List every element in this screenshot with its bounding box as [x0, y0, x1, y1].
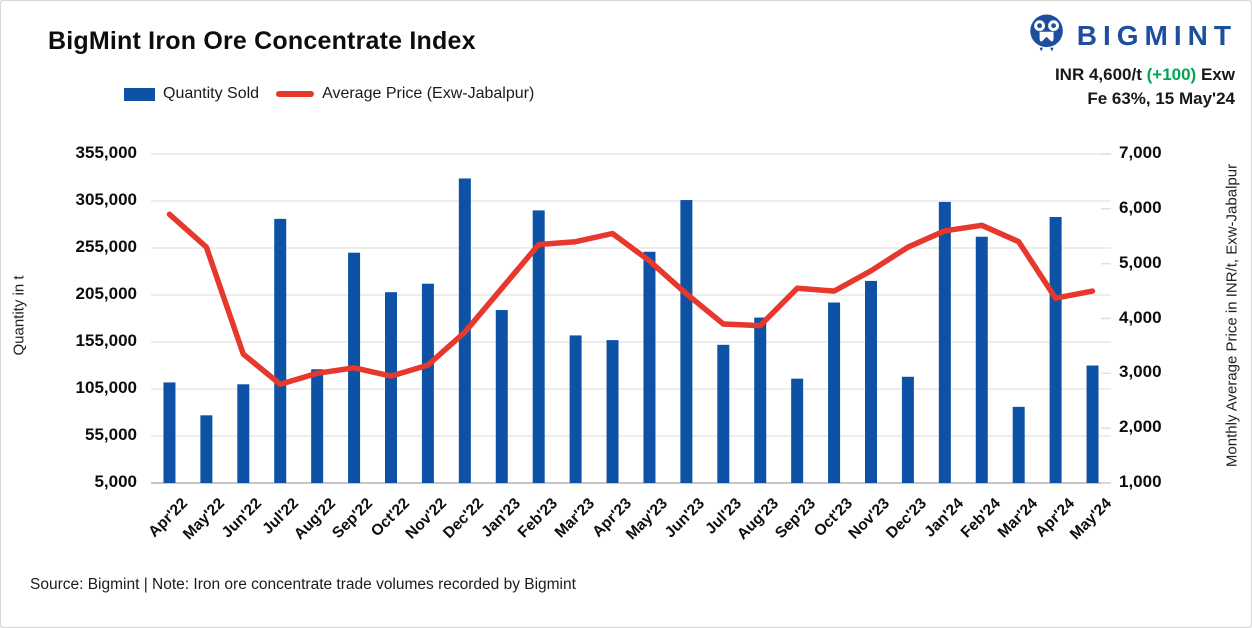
x-axis-label: Oct'23 — [810, 495, 857, 541]
left-axis-tick: 55,000 — [85, 425, 137, 444]
x-axis-label: Mar'24 — [994, 495, 1041, 542]
left-axis-title: Quantity in t — [10, 275, 28, 356]
x-axis-label: Sep'23 — [772, 495, 820, 542]
quantity-bar — [828, 302, 841, 483]
quantity-bar — [311, 369, 324, 483]
x-axis-label: Nov'23 — [845, 495, 894, 543]
x-axis-label: Feb'23 — [514, 495, 561, 542]
x-axis-label: Apr'22 — [145, 495, 192, 541]
quantity-bar — [643, 251, 656, 483]
brand-block: BIGMINT — [1027, 13, 1237, 58]
x-axis-label: May'24 — [1066, 495, 1115, 544]
x-axis-label: Feb'24 — [957, 495, 1004, 542]
left-axis-tick: 155,000 — [75, 331, 137, 350]
quantity-bar — [606, 340, 619, 483]
price-line — [166, 211, 1096, 388]
left-axis-tick: 355,000 — [75, 143, 137, 162]
x-axis-label: Sep'22 — [329, 495, 377, 542]
x-axis-label: Aug'23 — [734, 495, 783, 544]
price-change: (+100) — [1146, 65, 1197, 84]
legend-item-price: Average Price (Exw-Jabalpur) — [276, 85, 534, 103]
x-axis-label: Jan'24 — [921, 495, 967, 541]
quantity-bar — [717, 344, 730, 483]
quantity-bar — [938, 201, 951, 483]
x-axis-label: Apr'24 — [1031, 495, 1078, 541]
quantity-bar — [680, 200, 693, 483]
quantity-bar — [901, 376, 914, 483]
x-axis-label: Jul'23 — [702, 495, 746, 538]
page-title: BigMint Iron Ore Concentrate Index — [48, 27, 476, 55]
x-axis-label: Apr'23 — [588, 495, 635, 541]
chart-legend: Quantity Sold Average Price (Exw-Jabalpu… — [124, 85, 534, 103]
legend-label-price: Average Price (Exw-Jabalpur) — [322, 85, 535, 102]
x-axis-label: Oct'22 — [367, 495, 414, 541]
quantity-bar — [865, 280, 877, 483]
legend-label-quantity: Quantity Sold — [163, 85, 260, 102]
quantity-bar — [1086, 365, 1099, 483]
bigmint-logo-icon — [1030, 14, 1063, 51]
x-axis-label: Jun'22 — [219, 495, 266, 542]
quantity-bar — [1049, 216, 1062, 484]
price-basis: Exw — [1200, 65, 1235, 84]
quantity-bar — [975, 236, 988, 483]
left-axis-tick: 5,000 — [94, 472, 137, 491]
x-axis-label: Nov'22 — [402, 495, 450, 543]
source-note: Source: Bigmint | Note: Iron ore concent… — [30, 576, 576, 593]
price-line-swatch-icon — [276, 91, 315, 97]
quantity-bar — [754, 317, 767, 483]
left-axis-tick: 205,000 — [75, 284, 137, 303]
x-axis-label: Mar'23 — [551, 495, 598, 542]
x-axis-label: May'23 — [623, 495, 672, 544]
plot-area — [151, 153, 1111, 484]
x-axis-label: May'22 — [180, 495, 229, 544]
quantity-bar — [274, 218, 287, 484]
quantity-bar — [791, 378, 804, 483]
index-price-line: INR 4,600/t (+100) Exw — [1055, 63, 1235, 87]
quantity-bar — [1012, 406, 1025, 483]
quantity-bar — [163, 382, 176, 483]
index-price-info: INR 4,600/t (+100) Exw Fe 63%, 15 May'24 — [1055, 63, 1235, 111]
legend-item-quantity: Quantity Sold — [124, 85, 259, 103]
price-value: INR 4,600/t — [1054, 65, 1142, 84]
x-axis-label: Jul'22 — [259, 495, 303, 538]
x-axis-label: Aug'22 — [291, 495, 340, 544]
quantity-bar — [532, 210, 545, 483]
quantity-bar — [421, 283, 434, 483]
left-axis-tick: 305,000 — [75, 190, 137, 209]
left-axis-tick: 255,000 — [75, 237, 137, 256]
quantity-bar — [385, 292, 397, 483]
x-axis-label: Jan'23 — [478, 495, 524, 541]
x-axis-label: Jun'23 — [662, 495, 709, 542]
quantity-bar — [237, 384, 250, 483]
brand-wordmark: BIGMINT — [1076, 19, 1237, 51]
quantity-bar — [495, 310, 508, 483]
index-price-subtitle: Fe 63%, 15 May'24 — [1087, 89, 1235, 108]
left-axis-tick: 105,000 — [75, 378, 137, 397]
quantity-bar — [569, 335, 582, 483]
right-axis-title: Monthly Average Price in INR/t, Exw-Jaba… — [1223, 163, 1241, 468]
quantity-bar-swatch-icon — [124, 87, 155, 101]
x-axis-label: Dec'22 — [439, 495, 487, 542]
quantity-bar — [200, 415, 213, 483]
x-axis-label: Dec'23 — [883, 495, 930, 542]
